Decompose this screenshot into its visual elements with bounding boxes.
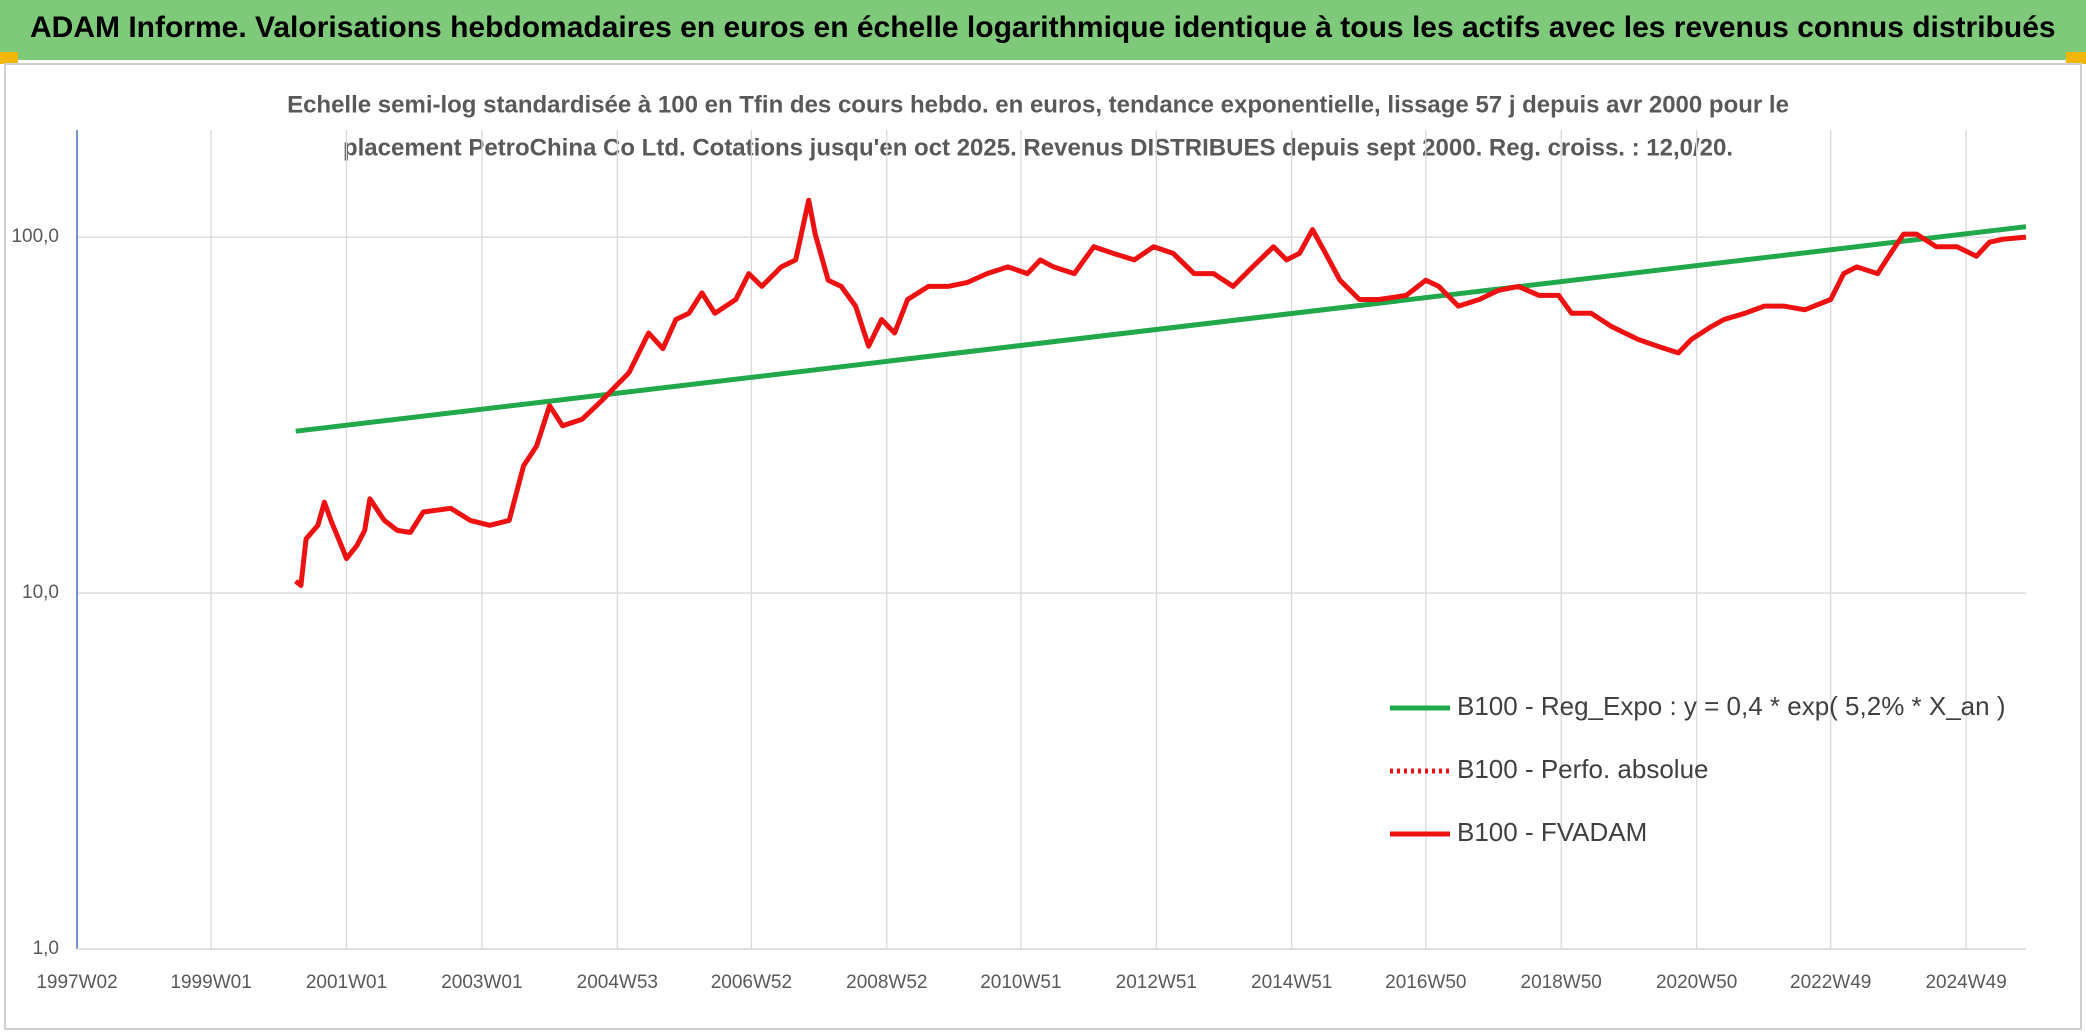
x-tick-label: 2006W52 (711, 972, 792, 993)
x-tick-label: 2020W50 (1656, 972, 1737, 993)
x-tick-label: 1999W01 (170, 972, 251, 993)
y-tick-label: 100,0 (11, 226, 59, 247)
chart-subtitle: placement PetroChina Co Ltd. Cotations j… (343, 134, 1733, 161)
x-tick-label: 2014W51 (1251, 972, 1332, 993)
x-tick-label: 2008W52 (846, 972, 927, 993)
page-title: ADAM Informe. Valorisations hebdomadaire… (30, 11, 2056, 44)
legend-label: B100 - Reg_Expo : y = 0,4 * exp( 5,2% * … (1457, 691, 2006, 721)
x-tick-label: 2001W01 (306, 972, 387, 993)
x-tick-label: 2010W51 (980, 972, 1061, 993)
header-bar (0, 0, 2086, 60)
x-tick-label: 2012W51 (1116, 972, 1197, 993)
chart-frame (4, 63, 2082, 1030)
corner (0, 52, 18, 64)
legend-label: B100 - FVADAM (1457, 817, 1647, 847)
series-line (295, 224, 2027, 434)
x-tick-label: 2018W50 (1521, 972, 1602, 993)
x-tick-label: 2016W50 (1385, 972, 1466, 993)
x-tick-label: 2022W49 (1790, 972, 1871, 993)
x-tick-label: 2004W53 (577, 972, 658, 993)
legend-label: B100 - Perfo. absolue (1457, 754, 1709, 784)
series-line (294, 197, 2027, 588)
y-tick-label: 1,0 (33, 938, 59, 959)
chart-subtitle: Echelle semi-log standardisée à 100 en T… (287, 91, 1789, 118)
y-tick-label: 10,0 (22, 582, 59, 603)
x-tick-label: 1997W02 (36, 972, 117, 993)
x-tick-label: 2003W01 (441, 972, 522, 993)
corner (2066, 52, 2086, 64)
x-tick-label: 2024W49 (1925, 972, 2006, 993)
